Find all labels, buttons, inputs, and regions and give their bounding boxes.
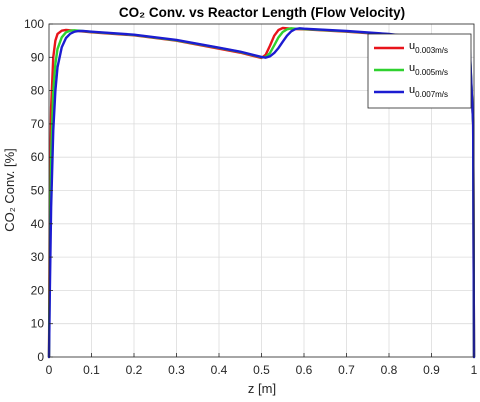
y-tick-label: 50 — [31, 184, 45, 198]
y-tick-label: 90 — [31, 50, 45, 64]
legend-entry-subscript: 0.005m/s — [415, 68, 448, 77]
legend-entry-name: u — [409, 62, 415, 74]
x-tick-label: 0.9 — [423, 363, 440, 377]
x-tick-label: 0.2 — [126, 363, 143, 377]
x-tick-label: 0.6 — [296, 363, 313, 377]
y-tick-label: 20 — [31, 283, 45, 297]
legend-entry: u0.003m/s — [409, 40, 448, 55]
y-axis-label: CO₂ Conv. [%] — [2, 148, 17, 232]
x-tick-label: 0.8 — [381, 363, 398, 377]
series-line-0.007m/s — [47, 27, 476, 359]
x-tick-label: 0.3 — [168, 363, 185, 377]
y-tick-label: 80 — [31, 84, 45, 98]
y-tick-label: 100 — [24, 17, 44, 31]
chart-title: CO₂ Conv. vs Reactor Length (Flow Veloci… — [119, 5, 405, 20]
x-tick-label: 0 — [46, 363, 53, 377]
x-tick-label: 0.1 — [83, 363, 100, 377]
legend-entry-subscript: 0.007m/s — [415, 90, 448, 99]
y-tick-label: 0 — [37, 350, 44, 364]
y-tick-label: 60 — [31, 150, 45, 164]
legend-entry: u0.005m/s — [409, 62, 448, 77]
x-axis-label: z [m] — [248, 381, 276, 396]
legend-entry-name: u — [409, 84, 415, 96]
legend-entry: u0.007m/s — [409, 84, 448, 99]
x-tick-label: 0.5 — [253, 363, 270, 377]
legend-entry-subscript: 0.003m/s — [415, 46, 448, 55]
y-tick-label: 40 — [31, 217, 45, 231]
legend-entry-name: u — [409, 40, 415, 52]
legend: u0.003m/su0.005m/su0.007m/s — [367, 33, 472, 109]
y-tick-label: 70 — [31, 117, 45, 131]
y-tick-label: 10 — [31, 317, 45, 331]
y-axis-ticks: 0 10 20 30 40 50 60 70 80 90 100 — [24, 17, 53, 364]
x-tick-label: 0.4 — [211, 363, 228, 377]
x-tick-label: 0.7 — [338, 363, 355, 377]
y-tick-label: 30 — [31, 250, 45, 264]
x-axis-ticks: 0 0.1 0.2 0.3 0.4 0.5 0.6 0.7 0.8 0.9 1 — [46, 353, 478, 377]
x-tick-label: 1 — [471, 363, 478, 377]
